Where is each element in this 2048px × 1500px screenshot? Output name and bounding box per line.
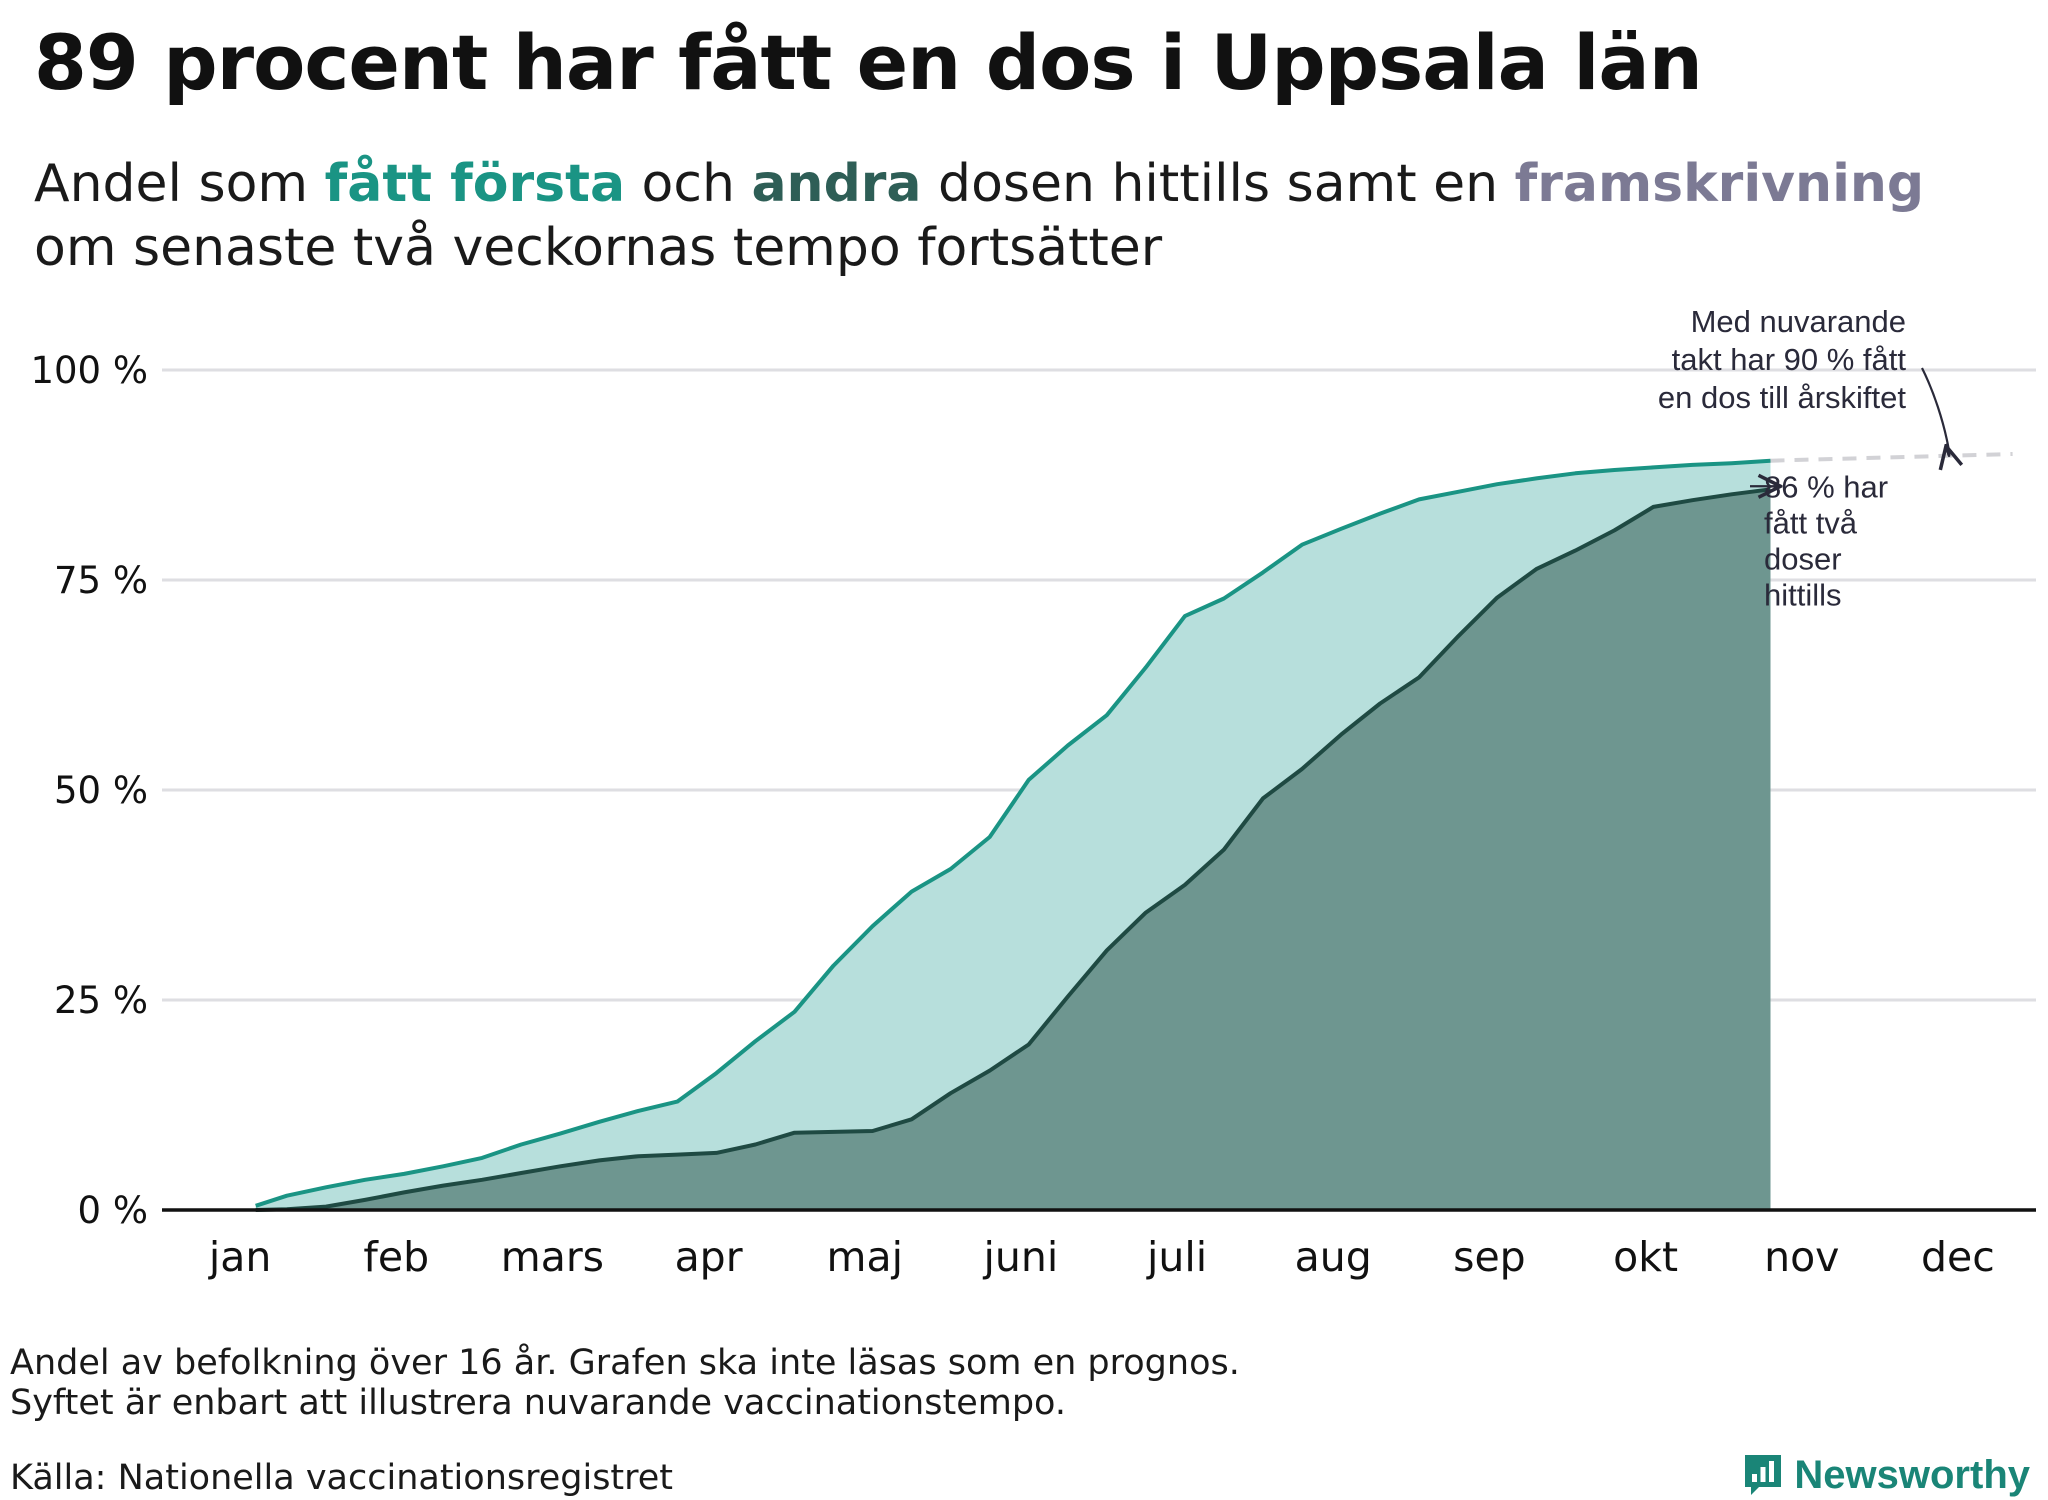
x-tick-label-sep: sep [1453, 1233, 1526, 1281]
footnote-line-1: Andel av befolkning över 16 år. Grafen s… [10, 1343, 1240, 1383]
line-first-dose [255, 458, 1771, 1208]
subtitle-text-3: dosen hittills samt en [921, 154, 1515, 214]
annotation-second-dose-line: hittills [1764, 577, 1842, 612]
y-tick-label: 50 % [54, 769, 148, 812]
brand-name: Newsworthy [1794, 1452, 2030, 1497]
line-projection [1770, 452, 2013, 463]
newsworthy-logo-icon [1745, 1455, 1782, 1495]
x-tick-label-apr: apr [675, 1233, 743, 1281]
annotation-projection-arrow [1921, 367, 1949, 456]
annotation-projection-line: takt har 90 % fått [1672, 342, 1907, 377]
y-tick-label: 0 % [78, 1189, 148, 1232]
subtitle-text-2: och [625, 154, 752, 214]
annotation-projection-line: Med nuvarande [1691, 304, 1906, 339]
x-tick-label-feb: feb [363, 1233, 429, 1281]
annotation-projection: Med nuvarande takt har 90 % fått en dos ti… [1658, 304, 1906, 415]
newsworthy-brand: Newsworthy [1742, 1452, 2030, 1498]
y-tick-label: 75 % [54, 559, 148, 602]
subtitle-text-1: Andel som [34, 154, 325, 214]
annotation-layer: Med nuvarande takt har 90 % fått en dos ti… [1658, 304, 1949, 612]
y-tick-label: 100 % [30, 349, 148, 392]
line-second-dose [255, 487, 1771, 1212]
chart-title: 89 procent har fått en dos i Uppsala län [34, 18, 1703, 107]
x-tick-label-jan: jan [208, 1233, 272, 1281]
subtitle-second-dose: andra [751, 154, 922, 214]
x-tick-label-maj: maj [827, 1233, 903, 1281]
annotation-second-dose: 86 % har fått två doser hittills [1764, 469, 1888, 612]
area-layer [255, 452, 2013, 1212]
x-tick-label-dec: dec [1921, 1233, 1995, 1281]
x-tick-label-juni: juni [983, 1233, 1059, 1281]
x-tick-label-okt: okt [1613, 1233, 1678, 1281]
source-text: Källa: Nationella vaccinationsregistret [10, 1458, 674, 1498]
x-tick-label-juli: juli [1146, 1233, 1207, 1281]
annotation-projection-line: en dos till årskiftet [1658, 380, 1906, 415]
x-tick-label-mars: mars [501, 1233, 604, 1281]
chart-subtitle: Andel som fått första och andra dosen hi… [34, 152, 2014, 280]
chart-svg: 0 % 25 % 50 % 75 % 100 % jan feb mars apr maj juni… [30, 304, 2036, 1281]
subtitle-first-dose: fått första [324, 154, 626, 214]
x-tick-label-aug: aug [1295, 1233, 1372, 1281]
footnote: Andel av befolkning över 16 år. Grafen s… [10, 1343, 1240, 1423]
subtitle-projection: framskrivning [1514, 154, 1925, 214]
x-tick-label-nov: nov [1764, 1233, 1839, 1281]
chart-area: 0 % 25 % 50 % 75 % 100 % jan feb mars apr maj juni… [0, 290, 2048, 1310]
annotation-second-dose-line: doser [1764, 541, 1842, 576]
annotation-second-dose-line: 86 % har [1764, 469, 1888, 504]
y-tick-label: 25 % [54, 979, 148, 1022]
subtitle-text-4: om senaste två veckornas tempo fortsätte… [34, 218, 1163, 278]
annotation-second-dose-line: fått två [1764, 505, 1858, 540]
area-second-dose [255, 489, 1771, 1210]
footnote-line-2: Syftet är enbart att illustrera nuvarand… [10, 1383, 1066, 1423]
axis-layer: 0 % 25 % 50 % 75 % 100 % jan feb mars apr maj juni… [30, 349, 2036, 1281]
